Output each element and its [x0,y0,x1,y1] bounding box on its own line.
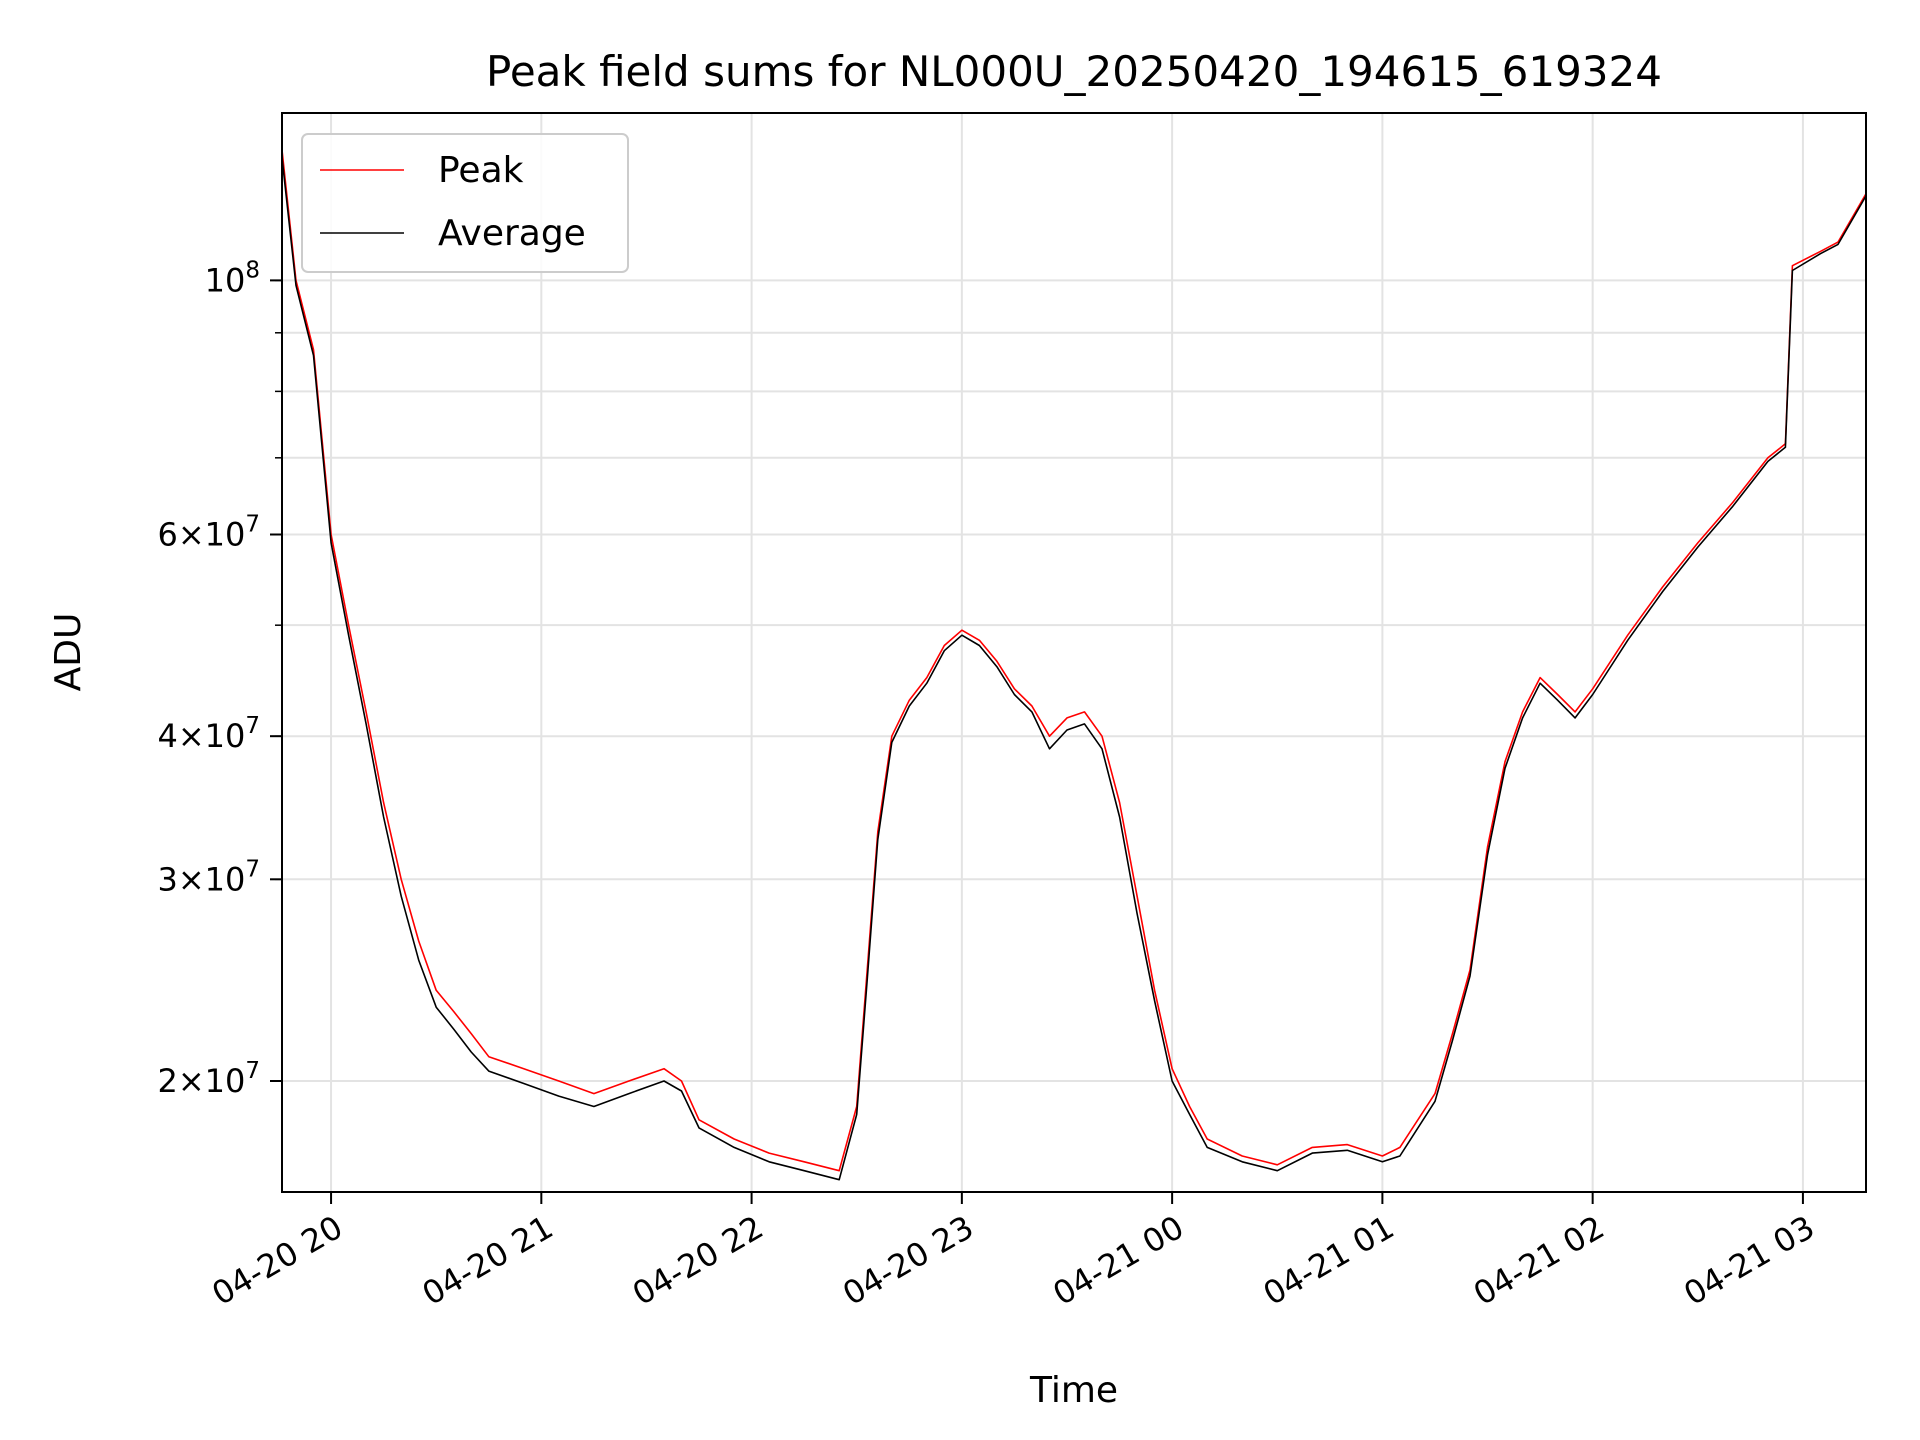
plot-frame [281,112,1867,1193]
legend: Peak Average [301,133,629,273]
series-line-peak [281,149,1867,1172]
y-tick-label: 6×107 [157,511,260,553]
legend-peak-label: Peak [438,150,524,191]
y-axis-label: ADU [48,613,89,692]
y-tick-label: 2×107 [157,1058,260,1100]
y-tick-label: 108 [205,257,260,299]
chart-title: Peak field sums for NL000U_20250420_1946… [486,47,1662,96]
y-axis-ticks: 2×107 3×107 4×107 6×107 108 [157,257,282,1100]
y-tick-label: 3×107 [157,856,260,898]
series-line-average [281,157,1867,1181]
legend-average-label: Average [438,213,586,254]
legend-box [301,133,629,273]
grid-layer [282,113,1866,1192]
x-axis-label: Time [1029,1370,1118,1411]
series-layer [281,149,1867,1181]
y-tick-label: 4×107 [157,713,260,755]
